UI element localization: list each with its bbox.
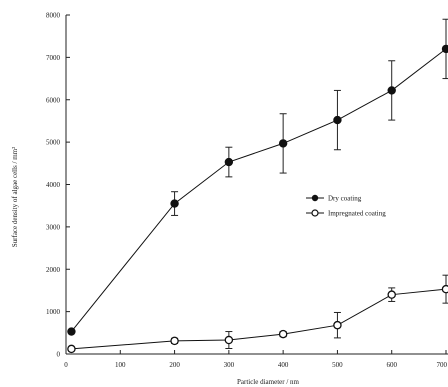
legend-marker — [311, 209, 319, 217]
data-point — [387, 290, 396, 299]
data-point — [387, 86, 396, 95]
legend-item: Dry coating — [306, 195, 362, 203]
legend-marker — [311, 194, 319, 202]
data-point — [333, 320, 342, 330]
x-tick-label: 500 — [332, 361, 343, 369]
legend-item: Impregnated coating — [306, 209, 386, 218]
x-tick-label: 700 — [437, 361, 448, 369]
y-tick-label: 5000 — [46, 139, 61, 147]
x-axis-ticks: 0 100 200 300 400 500 600 700 — [64, 350, 448, 369]
axes — [65, 15, 448, 355]
x-tick-label: 200 — [169, 361, 180, 369]
y-tick-label: 3000 — [46, 223, 61, 231]
x-tick-label: 100 — [115, 361, 126, 369]
data-point — [67, 344, 76, 354]
data-point — [224, 157, 234, 167]
legend-label: Dry coating — [328, 195, 362, 203]
data-point — [441, 44, 448, 54]
y-tick-label: 6000 — [46, 96, 61, 104]
data-point — [278, 329, 288, 339]
legend-label: Impregnated coating — [328, 210, 386, 218]
x-tick-label: 600 — [386, 361, 397, 369]
y-tick-label: 7000 — [46, 54, 61, 62]
data-point — [224, 335, 234, 345]
data-point — [170, 199, 179, 208]
y-tick-label: 1000 — [46, 308, 61, 316]
y-axis-ticks: 0 1000 2000 3000 4000 5000 6000 7000 8000 — [46, 12, 70, 359]
data-point — [333, 115, 342, 125]
y-axis-label: Surface density of algae cells / mm² — [11, 147, 19, 247]
y-tick-label: 4000 — [46, 181, 61, 189]
series-layer — [67, 18, 448, 354]
data-point — [441, 284, 448, 294]
data-point — [170, 336, 179, 346]
series-impregnated-coating — [67, 274, 448, 354]
y-tick-label: 0 — [57, 351, 61, 359]
y-tick-label: 2000 — [46, 266, 61, 274]
series-dry-coating — [67, 18, 448, 336]
x-axis-label: Particle diameter / nm — [237, 378, 300, 386]
x-tick-label: 400 — [278, 361, 289, 369]
x-tick-label: 300 — [224, 361, 235, 369]
legend: Dry coating Impregnated coating — [306, 195, 386, 218]
y-tick-label: 8000 — [46, 12, 61, 20]
x-tick-label: 0 — [64, 361, 68, 369]
data-point — [278, 139, 288, 148]
data-point — [67, 327, 76, 336]
